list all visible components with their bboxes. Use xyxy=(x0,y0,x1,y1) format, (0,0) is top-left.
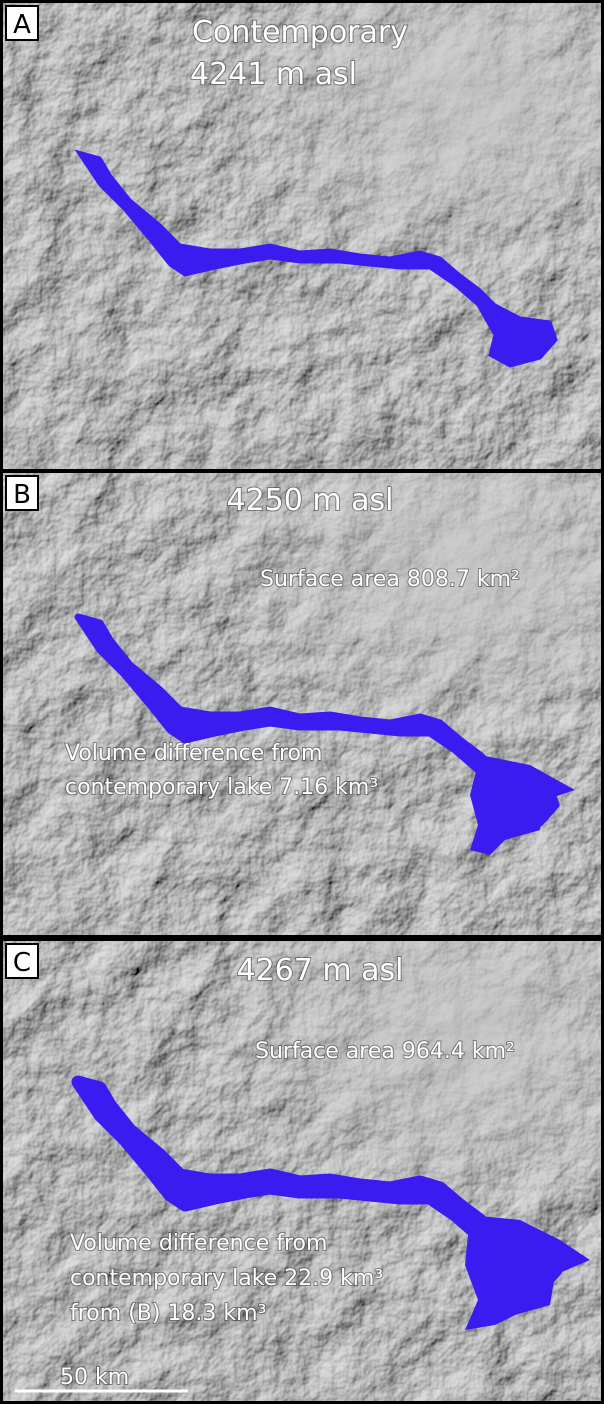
elevation: 4241 m asl xyxy=(190,57,357,92)
figure: A Contemporary 4241 m asl B 4250 m asl S… xyxy=(0,0,604,1404)
volume-line: Volume difference from xyxy=(70,1231,327,1256)
surface-area: Surface area 964.4 km² xyxy=(255,1039,515,1064)
surface-area: Surface area 808.7 km² xyxy=(260,567,520,592)
panel-b xyxy=(3,473,601,935)
volume-line: from (B) 18.3 km³ xyxy=(70,1301,266,1326)
panel-c xyxy=(3,941,601,1401)
volume-line: contemporary lake 22.9 km³ xyxy=(70,1266,383,1291)
panel-title: Contemporary xyxy=(192,15,408,50)
plain xyxy=(3,473,601,935)
panel-letter: C xyxy=(13,948,31,978)
volume-line: contemporary lake 7.16 km³ xyxy=(65,775,378,800)
panel-letter: B xyxy=(13,480,31,510)
elevation: 4250 m asl xyxy=(227,483,394,518)
plain xyxy=(3,941,601,1401)
panel-letter: A xyxy=(13,10,31,40)
scale-label: 50 km xyxy=(60,1365,129,1390)
elevation: 4267 m asl xyxy=(237,953,404,988)
volume-line: Volume difference from xyxy=(65,741,322,766)
